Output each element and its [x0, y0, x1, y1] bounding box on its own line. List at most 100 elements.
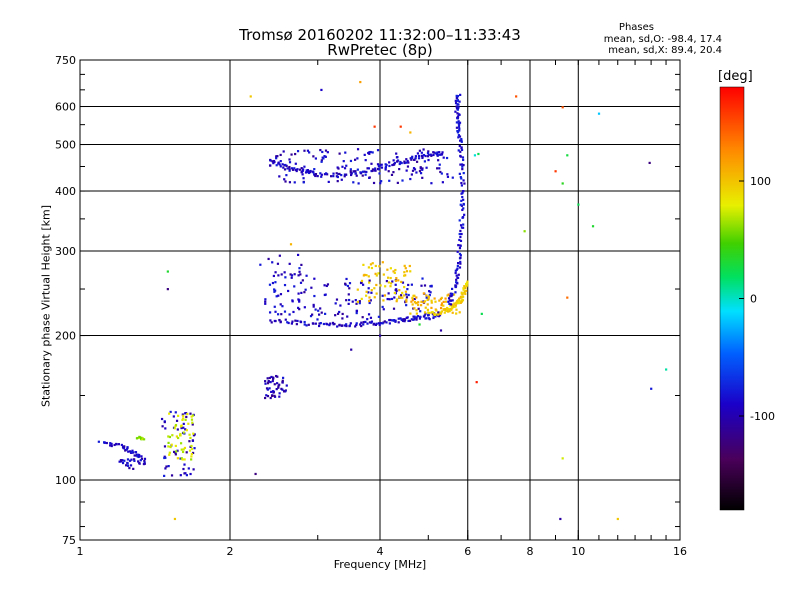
data-point: [324, 149, 328, 152]
data-point: [378, 265, 381, 268]
data-point: [405, 270, 409, 273]
data-point: [385, 279, 388, 283]
data-point: [391, 163, 394, 167]
data-point: [358, 302, 361, 305]
data-point: [191, 421, 194, 424]
data-point: [408, 319, 412, 322]
data-point: [269, 396, 272, 400]
data-point: [379, 182, 382, 185]
data-point: [379, 334, 382, 337]
data-point: [423, 311, 427, 314]
data-point: [385, 321, 388, 324]
data-point: [309, 315, 313, 318]
data-point: [456, 262, 460, 265]
data-point: [181, 450, 185, 454]
data-point: [271, 380, 274, 383]
data-point: [326, 283, 330, 286]
x-axis-label: Frequency [MHz]: [333, 558, 427, 571]
data-point: [566, 296, 569, 299]
data-point: [185, 474, 188, 477]
grid-lines: [80, 60, 680, 540]
data-point: [179, 474, 182, 477]
data-point: [438, 167, 441, 170]
data-point: [166, 270, 169, 273]
data-point: [288, 165, 291, 169]
data-point: [458, 238, 461, 242]
data-point: [278, 395, 281, 398]
data-point: [402, 318, 405, 321]
data-point: [523, 230, 526, 233]
data-point: [417, 301, 420, 304]
data-point: [110, 442, 113, 446]
data-point: [422, 148, 425, 151]
data-point: [125, 464, 128, 467]
data-point: [393, 291, 396, 295]
data-point: [187, 467, 190, 470]
data-point: [456, 95, 460, 98]
data-point: [371, 169, 374, 173]
data-point: [281, 305, 284, 308]
data-point: [320, 88, 323, 92]
data-point: [126, 446, 129, 449]
data-point: [355, 311, 358, 315]
data-point: [368, 301, 371, 305]
data-point: [117, 443, 121, 446]
data-point: [283, 310, 287, 313]
data-point: [367, 167, 370, 170]
data-point: [447, 308, 450, 311]
data-point: [375, 283, 378, 287]
data-point: [410, 158, 413, 161]
data-point: [432, 312, 436, 315]
data-point: [161, 425, 164, 428]
data-point: [337, 167, 340, 170]
data-point: [461, 195, 464, 199]
data-point: [457, 122, 460, 125]
data-point: [403, 264, 406, 267]
data-point: [427, 153, 430, 156]
data-point: [477, 152, 480, 156]
data-point: [460, 199, 463, 202]
data-point: [436, 167, 439, 170]
data-point: [436, 151, 439, 154]
data-point: [366, 167, 369, 170]
data-point: [465, 284, 468, 288]
data-point: [357, 182, 360, 185]
data-point: [343, 167, 347, 170]
data-point: [405, 158, 408, 161]
data-point: [356, 148, 360, 151]
data-point: [452, 304, 455, 307]
data-point: [126, 462, 129, 465]
data-point: [344, 282, 347, 285]
data-point: [420, 154, 424, 157]
data-point: [461, 168, 464, 171]
data-point: [461, 208, 464, 212]
data-point: [457, 134, 461, 137]
data-point: [419, 172, 423, 175]
data-point: [460, 204, 463, 207]
data-point: [138, 453, 141, 457]
data-point: [415, 301, 418, 305]
data-point: [361, 316, 364, 319]
data-point: [127, 450, 130, 453]
data-point: [462, 163, 465, 167]
data-point: [185, 429, 188, 432]
data-point: [432, 316, 435, 320]
data-point: [169, 445, 172, 449]
data-point: [182, 414, 185, 417]
data-point: [345, 164, 348, 167]
data-point: [133, 459, 136, 462]
data-point: [406, 159, 409, 163]
data-point: [386, 276, 390, 279]
data-point: [457, 120, 460, 123]
data-point: [277, 162, 280, 165]
data-point: [318, 322, 321, 325]
data-point: [336, 180, 339, 183]
data-point: [417, 154, 421, 158]
data-point: [273, 160, 276, 164]
data-point: [293, 273, 296, 276]
data-point: [271, 281, 275, 285]
data-point: [466, 280, 469, 283]
data-point: [389, 276, 392, 280]
data-point: [456, 112, 459, 115]
data-point: [412, 167, 416, 170]
